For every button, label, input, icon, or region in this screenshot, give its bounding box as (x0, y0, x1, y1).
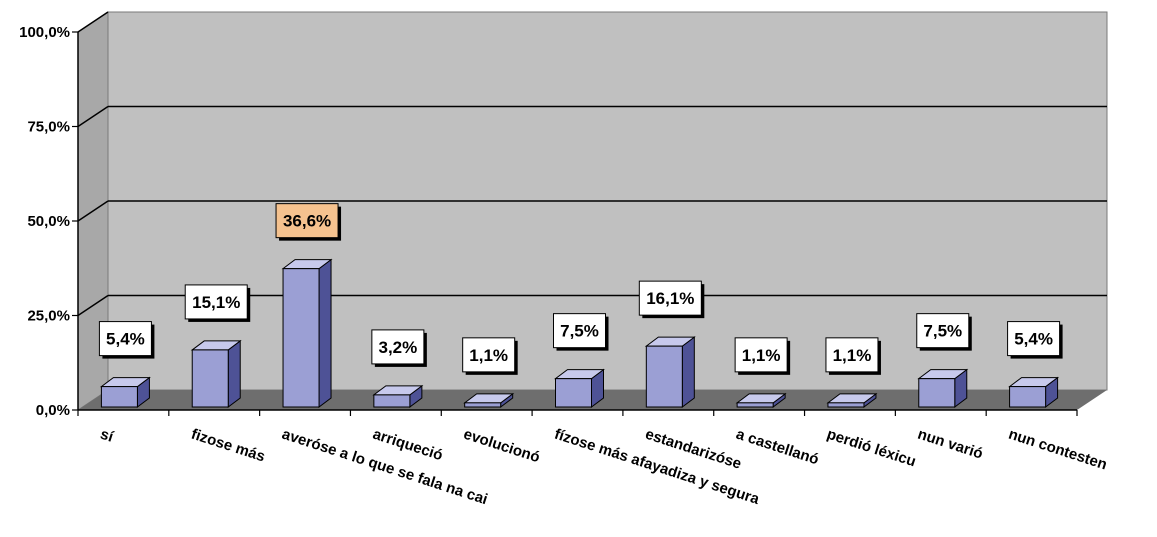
data-label-text: 1,1% (469, 346, 508, 365)
x-tick-label: fizose más (189, 426, 267, 466)
data-label-text: 7,5% (923, 322, 962, 341)
data-label-box (184, 284, 248, 320)
y-tick-label: 50,0% (27, 213, 70, 230)
data-label-text: 1,1% (833, 346, 872, 365)
data-label-box (1007, 321, 1061, 357)
data-label: 1,1% (734, 337, 791, 375)
bar-front (282, 268, 320, 408)
bar-side (681, 336, 695, 408)
bar-front (191, 349, 229, 408)
bar (281, 258, 333, 408)
bar (190, 339, 242, 408)
x-tick-label: nun contesten (1006, 426, 1109, 474)
bar-front (736, 402, 774, 408)
bar (463, 392, 515, 408)
bar (554, 368, 605, 408)
bar-front (645, 345, 683, 408)
y-tick-label: 25,0% (27, 308, 70, 325)
data-label-text: 3,2% (378, 338, 417, 357)
data-label-box (734, 337, 788, 373)
data-label-box (553, 313, 606, 349)
data-label-text: 7,5% (560, 322, 599, 341)
data-label-text: 36,6% (283, 212, 331, 231)
data-label: 36,6% (275, 203, 342, 241)
data-label-text: 1,1% (742, 346, 781, 365)
bar-front (373, 394, 411, 408)
bar-side (227, 339, 241, 408)
data-label: 5,4% (98, 321, 155, 359)
x-tick-label: evolucionó (461, 426, 542, 467)
data-label: 7,5% (916, 313, 972, 351)
x-tick-label: sí (98, 426, 116, 446)
gridline-side (77, 200, 109, 222)
y-axis: 0,0% 25,0% 50,0% 75,0% 100,0% (19, 24, 79, 419)
gridline-side (77, 105, 109, 128)
bar (917, 368, 969, 408)
data-label-box (98, 321, 152, 357)
bars (99, 258, 1060, 408)
data-label-text: 15,1% (192, 293, 240, 312)
data-labels: 5,4% 15,1% 36,6% 3,2% 1,1% 7,5% 16,1% 1,1% 1,1% 7… (98, 203, 1063, 375)
data-label-text: 5,4% (1014, 330, 1053, 349)
data-label: 16,1% (638, 280, 705, 319)
y-tick-label: 0,0% (36, 402, 70, 419)
bar (1008, 376, 1060, 408)
data-label: 3,2% (371, 329, 427, 367)
data-label-box (638, 280, 702, 316)
gridline-side (77, 11, 109, 33)
bar-side (318, 258, 332, 408)
bar (372, 384, 424, 408)
bar-front (1009, 386, 1047, 408)
bar-front (464, 402, 502, 408)
bar-front (555, 378, 592, 408)
data-label: 1,1% (825, 337, 881, 375)
bar-front (918, 378, 956, 408)
bar-front (827, 402, 865, 408)
data-label: 7,5% (553, 313, 609, 351)
data-label-box (275, 203, 339, 239)
x-tick-label: a castellanó (734, 426, 821, 469)
x-tick-label: nun varió (916, 426, 985, 463)
data-label: 1,1% (462, 337, 518, 375)
x-axis: sí fizose más averóse a lo que se fala na … (77, 409, 1109, 508)
bar (826, 392, 878, 408)
bar (735, 392, 787, 408)
y-tick-label: 75,0% (27, 119, 70, 136)
x-tick-label: perdió léxicu (825, 426, 918, 471)
data-label-box (916, 313, 970, 349)
data-label: 5,4% (1007, 321, 1063, 359)
data-label-box (825, 337, 879, 373)
data-label-box (462, 337, 516, 373)
data-label-box (371, 329, 425, 365)
bar (644, 336, 696, 408)
data-label-text: 5,4% (106, 330, 145, 349)
data-label-text: 16,1% (646, 289, 694, 308)
gridlines (77, 11, 1107, 317)
y-tick-label: 100,0% (19, 24, 70, 41)
gridline-side (77, 294, 109, 317)
data-label: 15,1% (184, 284, 251, 322)
bar (99, 376, 151, 408)
bar-front (100, 386, 138, 408)
